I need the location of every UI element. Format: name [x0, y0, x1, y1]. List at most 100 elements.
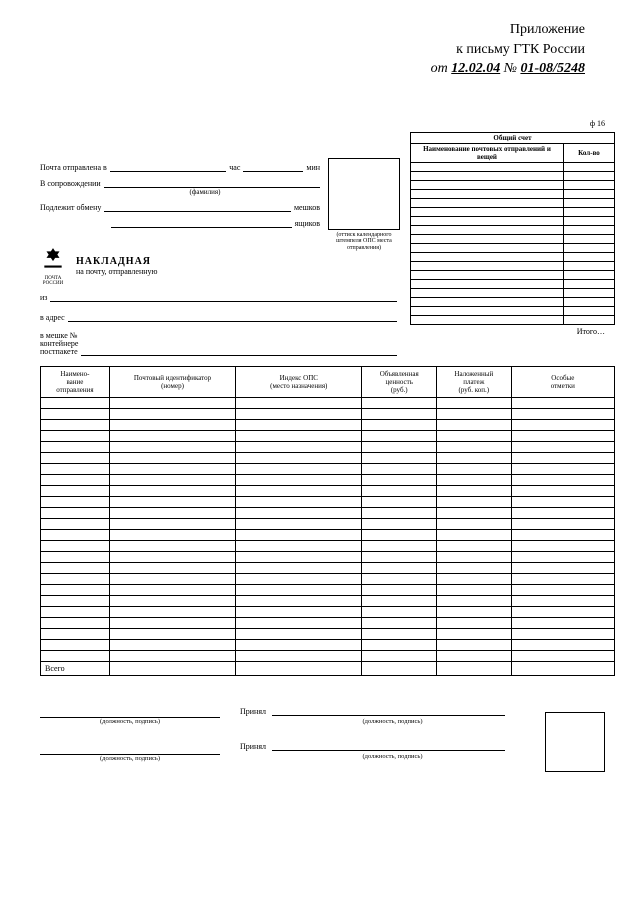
main-row	[41, 452, 615, 463]
main-cell	[437, 507, 512, 518]
hdr-date: 12.02.04	[451, 61, 500, 76]
bag-labels: в мешке № контейнере постпакете	[40, 332, 78, 356]
main-row	[41, 551, 615, 562]
main-cell	[362, 408, 437, 419]
main-cell	[511, 397, 614, 408]
sig-left: (должность, подпись) (должность, подпись…	[40, 706, 220, 762]
emblem-icon: ПОЧТА РОССИИ	[40, 246, 66, 286]
upper-section: Почта отправлена в час мин В сопровожден…	[40, 132, 615, 356]
main-cell	[109, 595, 235, 606]
upper-left: Почта отправлена в час мин В сопровожден…	[40, 132, 400, 356]
account-table: Общий счет Наименование почтовых отправл…	[410, 132, 615, 325]
main-row	[41, 397, 615, 408]
main-cell	[236, 430, 362, 441]
main-row	[41, 441, 615, 452]
main-cell	[362, 485, 437, 496]
main-cell	[236, 529, 362, 540]
stamp-caption: (оттиск календарного штемпеля ОПС места …	[328, 232, 400, 252]
hdr-no-label: №	[504, 61, 517, 76]
main-cell	[41, 551, 110, 562]
main-cell	[511, 639, 614, 650]
acct-cell	[411, 252, 564, 261]
main-row	[41, 606, 615, 617]
acct-cell	[411, 225, 564, 234]
acct-row	[411, 207, 615, 216]
acct-col2: Кол-во	[564, 143, 615, 162]
main-cell	[437, 584, 512, 595]
sig-mid2-label: Принял	[240, 742, 266, 751]
main-cell	[109, 452, 235, 463]
main-row	[41, 474, 615, 485]
acct-cell	[564, 216, 615, 225]
main-cell	[362, 639, 437, 650]
acct-cell	[564, 297, 615, 306]
main-row	[41, 518, 615, 529]
main-cell	[511, 595, 614, 606]
acct-row	[411, 252, 615, 261]
from-label: из	[40, 293, 47, 302]
main-cell	[511, 485, 614, 496]
main-table: Наимено- вание отправленияПочтовый идент…	[40, 366, 615, 676]
main-cell	[109, 441, 235, 452]
main-cell	[236, 562, 362, 573]
dispatch-label: Почта отправлена в	[40, 163, 107, 172]
main-cell	[511, 551, 614, 562]
acct-col1: Наименование почтовых отправлений и веще…	[411, 143, 564, 162]
main-cell	[437, 529, 512, 540]
acct-cell	[411, 261, 564, 270]
main-cell	[437, 518, 512, 529]
main-cell	[109, 562, 235, 573]
main-row	[41, 408, 615, 419]
main-cell	[362, 551, 437, 562]
main-row	[41, 529, 615, 540]
main-cell	[236, 496, 362, 507]
boxes-line	[111, 218, 292, 228]
main-row	[41, 573, 615, 584]
main-cell	[41, 474, 110, 485]
page: Приложение к письму ГТК России от 12.02.…	[0, 0, 640, 792]
hdr-no: 01-08/5248	[520, 61, 585, 76]
main-cell	[109, 463, 235, 474]
acct-row	[411, 189, 615, 198]
acct-cell	[411, 243, 564, 252]
sig-stamp-box	[545, 712, 605, 772]
sig-mid2-line	[272, 741, 505, 751]
main-cell	[41, 650, 110, 661]
main-cell	[437, 650, 512, 661]
main-cell	[109, 617, 235, 628]
acct-cell	[564, 279, 615, 288]
main-cell	[109, 408, 235, 419]
acct-row	[411, 279, 615, 288]
main-cell	[437, 485, 512, 496]
sig-mid-row1: Принял	[240, 706, 505, 716]
main-cell	[109, 507, 235, 518]
main-col-header: Особые отметки	[511, 366, 614, 397]
main-cell	[362, 452, 437, 463]
acct-row	[411, 198, 615, 207]
main-cell	[362, 650, 437, 661]
main-cell	[362, 617, 437, 628]
main-cell	[236, 595, 362, 606]
main-cell	[362, 496, 437, 507]
main-cell	[362, 419, 437, 430]
acct-cell	[411, 315, 564, 324]
main-cell	[511, 452, 614, 463]
main-cell	[41, 562, 110, 573]
main-row	[41, 496, 615, 507]
main-cell	[236, 463, 362, 474]
main-cell	[511, 650, 614, 661]
main-cell	[437, 617, 512, 628]
acct-cell	[564, 234, 615, 243]
main-body	[41, 397, 615, 661]
acct-cell	[564, 270, 615, 279]
sig-left-line2	[40, 743, 220, 755]
main-cell	[109, 584, 235, 595]
acct-body	[411, 162, 615, 324]
main-cell	[511, 441, 614, 452]
main-cell	[236, 573, 362, 584]
acct-cell	[411, 270, 564, 279]
main-row	[41, 507, 615, 518]
emblem-row: ПОЧТА РОССИИ НАКЛАДНАЯ на почту, отправл…	[40, 246, 400, 286]
main-cell	[109, 419, 235, 430]
main-cell	[236, 540, 362, 551]
